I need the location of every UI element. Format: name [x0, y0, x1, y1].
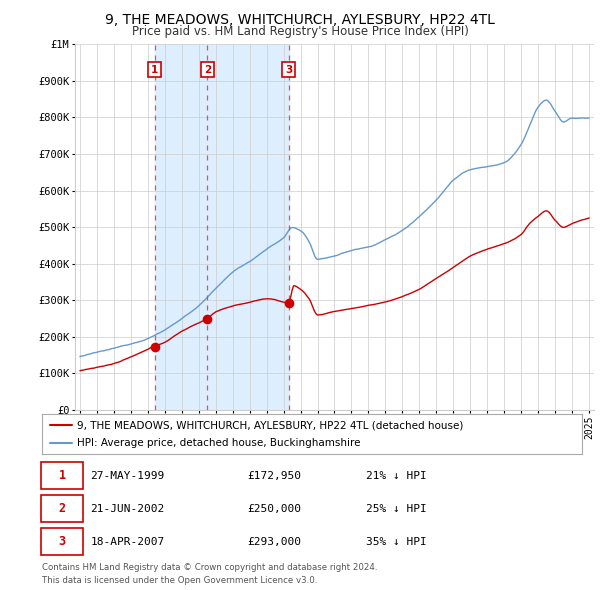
Text: Price paid vs. HM Land Registry's House Price Index (HPI): Price paid vs. HM Land Registry's House … — [131, 25, 469, 38]
Text: 21-JUN-2002: 21-JUN-2002 — [91, 504, 165, 514]
Bar — [207, 44, 289, 410]
FancyBboxPatch shape — [41, 496, 83, 522]
Text: 2: 2 — [58, 502, 65, 516]
Text: 9, THE MEADOWS, WHITCHURCH, AYLESBURY, HP22 4TL: 9, THE MEADOWS, WHITCHURCH, AYLESBURY, H… — [105, 13, 495, 27]
Text: 18-APR-2007: 18-APR-2007 — [91, 537, 165, 547]
Text: 9, THE MEADOWS, WHITCHURCH, AYLESBURY, HP22 4TL (detached house): 9, THE MEADOWS, WHITCHURCH, AYLESBURY, H… — [77, 420, 463, 430]
Text: 2: 2 — [203, 65, 211, 75]
Bar — [155, 44, 207, 410]
Text: 1: 1 — [58, 469, 65, 483]
Text: 3: 3 — [58, 535, 65, 549]
Text: 35% ↓ HPI: 35% ↓ HPI — [366, 537, 427, 547]
Text: 27-MAY-1999: 27-MAY-1999 — [91, 471, 165, 481]
Text: £250,000: £250,000 — [247, 504, 301, 514]
Text: 21% ↓ HPI: 21% ↓ HPI — [366, 471, 427, 481]
Text: Contains HM Land Registry data © Crown copyright and database right 2024.: Contains HM Land Registry data © Crown c… — [42, 563, 377, 572]
Text: £172,950: £172,950 — [247, 471, 301, 481]
FancyBboxPatch shape — [41, 529, 83, 555]
Text: 1: 1 — [151, 65, 158, 75]
Text: £293,000: £293,000 — [247, 537, 301, 547]
Text: HPI: Average price, detached house, Buckinghamshire: HPI: Average price, detached house, Buck… — [77, 438, 361, 448]
FancyBboxPatch shape — [41, 463, 83, 489]
Text: 3: 3 — [285, 65, 292, 75]
Text: 25% ↓ HPI: 25% ↓ HPI — [366, 504, 427, 514]
Text: This data is licensed under the Open Government Licence v3.0.: This data is licensed under the Open Gov… — [42, 576, 317, 585]
